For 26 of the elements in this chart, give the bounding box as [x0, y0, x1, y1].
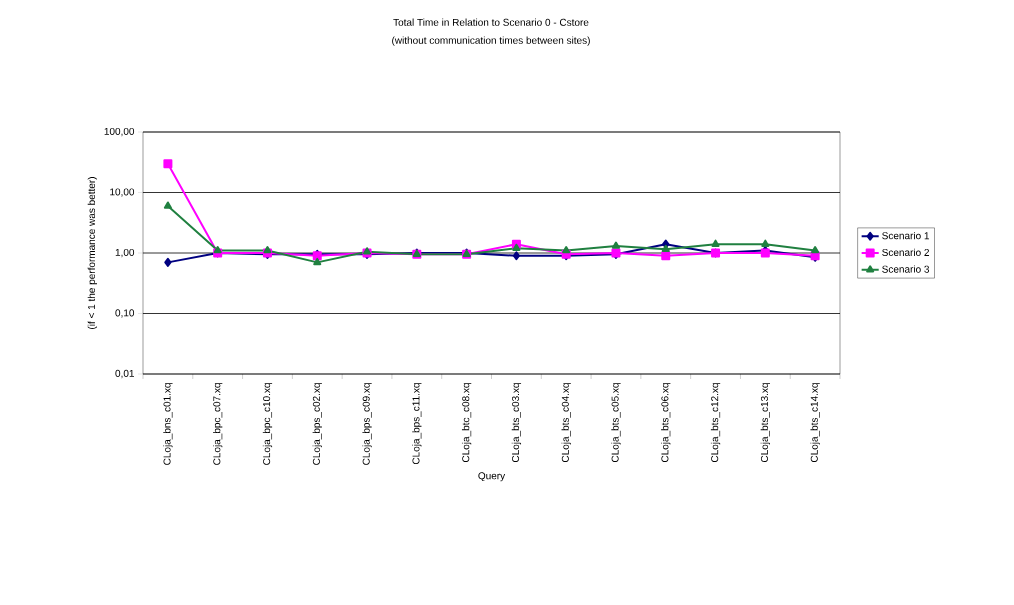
- x-tick-label: CLoja_bts_c05.xq: [611, 383, 621, 463]
- chart-title: Total Time in Relation to Scenario 0 - Cstore: [393, 18, 589, 26]
- x-tick-label: CLoja_bns_c01.xq: [163, 383, 173, 465]
- x-tick-label: CLoja_bts_c03.xq: [511, 383, 522, 463]
- x-tick-label: CLoja_bps_c09.xq: [362, 383, 372, 465]
- x-axis-title: Query: [478, 472, 506, 482]
- x-tick-label: CLoja_bts_c04.xq: [561, 383, 571, 463]
- legend-label: Scenario 1: [882, 231, 930, 240]
- x-tick-label: CLoja_bts_c14.xq: [810, 383, 820, 463]
- legend-label: Scenario 3: [882, 265, 930, 273]
- chart-subtitle: (without communication times between sites): [392, 36, 590, 46]
- x-tick-label: CLoja_bts_c12.xq: [710, 383, 721, 463]
- y-tick-label: 0,01: [115, 369, 134, 379]
- x-tick-label: CLoja_bpc_c10.xq: [262, 383, 273, 465]
- y-tick-label: 1,00: [115, 248, 135, 258]
- y-tick-label: 100,00: [104, 127, 135, 137]
- y-tick-label: 10,00: [110, 188, 135, 197]
- y-axis-title: (if < 1 the performance was better): [87, 177, 98, 329]
- y-tick-label: 0,10: [115, 309, 135, 318]
- x-tick-label: CLoja_bts_c13.xq: [760, 383, 770, 463]
- x-tick-label: CLoja_bps_c02.xq: [312, 383, 322, 465]
- x-tick-label: CLoja_bps_c11.xq: [412, 383, 422, 465]
- x-tick-label: CLoja_bts_c06.xq: [661, 383, 671, 463]
- legend-label: Scenario 2: [882, 248, 929, 256]
- x-tick-label: CLoja_bpc_c07.xq: [213, 383, 223, 465]
- x-tick-label: CLoja_btc_c08.xq: [461, 383, 472, 463]
